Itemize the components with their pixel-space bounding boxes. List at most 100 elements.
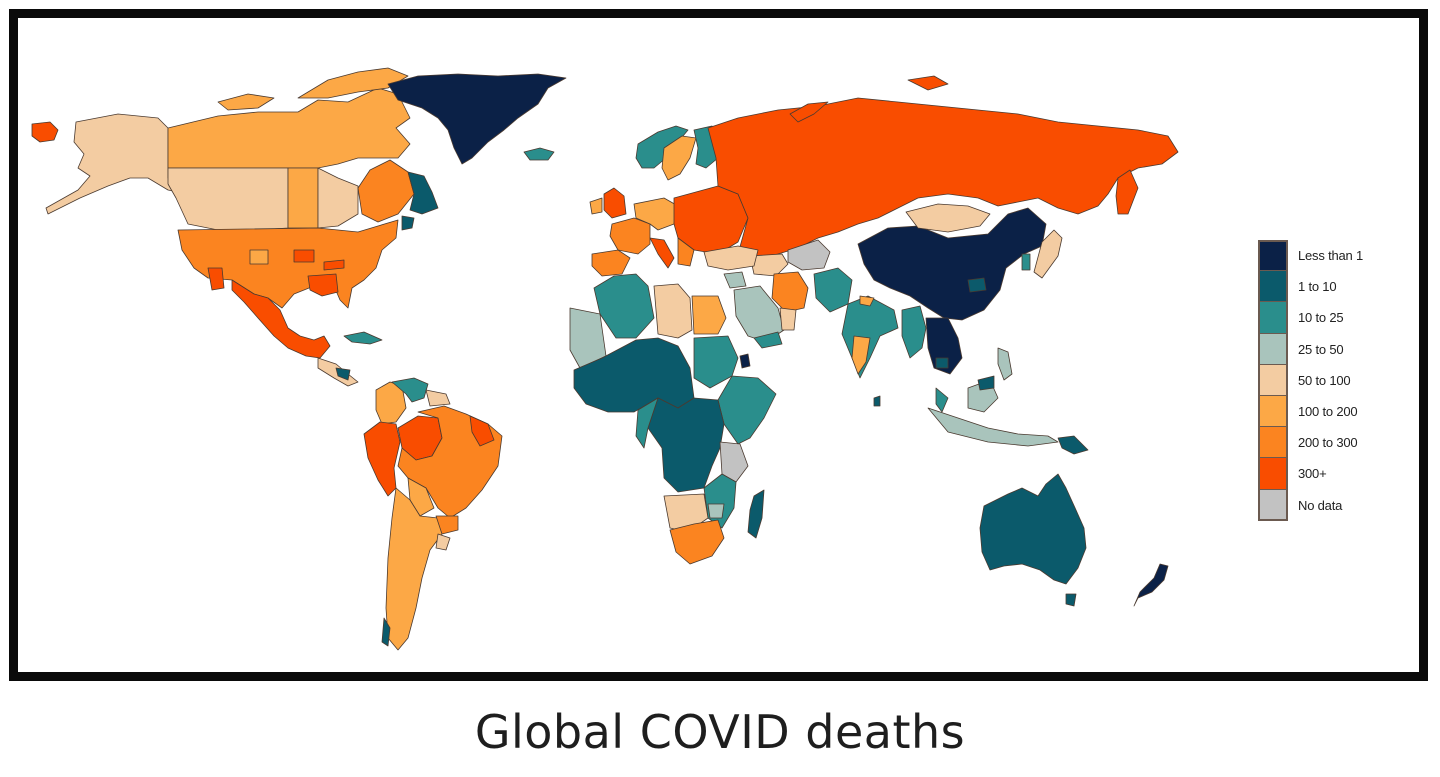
region-uk	[603, 187, 627, 219]
region-southern-brazil	[435, 515, 459, 535]
region-chile	[381, 617, 391, 647]
region-arctic-islands	[297, 67, 409, 99]
region-zimbabwe	[707, 503, 725, 519]
region-france	[609, 217, 651, 255]
legend-item: Less than 1	[1258, 240, 1408, 272]
region-kazakhstan-no-data	[787, 239, 831, 271]
region-arctic-islands-2	[217, 93, 275, 111]
region-uruguay	[435, 533, 451, 551]
region-turkey	[703, 245, 759, 271]
region-australia	[979, 473, 1087, 585]
region-guianas	[425, 389, 451, 407]
region-argentina	[385, 487, 443, 651]
region-balkans	[677, 237, 695, 267]
region-mexico	[231, 279, 331, 359]
region-alaska	[45, 113, 189, 215]
region-eritrea	[739, 353, 751, 369]
legend-swatch	[1258, 271, 1288, 303]
legend-label: No data	[1298, 497, 1343, 513]
region-manitoba	[287, 167, 319, 229]
region-cambodia	[935, 357, 949, 369]
region-india-south	[851, 335, 871, 375]
region-tanzania-no-data	[719, 441, 749, 483]
region-malaysia	[935, 387, 949, 413]
region-italy	[649, 237, 675, 269]
legend-swatch	[1258, 458, 1288, 490]
legend-label: 10 to 25	[1298, 310, 1344, 326]
region-indonesia	[927, 407, 1059, 447]
region-yemen	[753, 331, 783, 349]
legend-label: 300+	[1298, 466, 1327, 482]
world-choropleth-map	[31, 67, 1179, 651]
region-central-asia	[749, 253, 789, 277]
region-honduras	[335, 367, 351, 381]
region-ireland	[589, 197, 603, 215]
region-iberia	[591, 249, 631, 277]
region-ontario	[317, 167, 359, 229]
legend-item: 300+	[1258, 458, 1408, 490]
region-brazil-northeast	[469, 415, 495, 447]
region-libya	[653, 283, 693, 339]
region-us-kansas	[293, 249, 315, 263]
legend-item: 50 to 100	[1258, 364, 1408, 396]
map-legend: Less than 1 1 to 10 10 to 25 25 to 50 50…	[1258, 240, 1408, 521]
region-us-southeast	[307, 273, 339, 297]
region-korea	[1021, 253, 1031, 271]
region-greenland	[387, 73, 567, 165]
region-mongolia	[905, 203, 991, 233]
region-sweden	[661, 135, 697, 181]
region-oman	[779, 307, 797, 331]
region-east-africa	[717, 375, 777, 445]
region-levant	[723, 271, 747, 289]
region-russian-arctic-islands	[907, 75, 949, 91]
legend-swatch	[1258, 240, 1288, 272]
legend-label: 1 to 10	[1298, 279, 1337, 295]
legend-item: 25 to 50	[1258, 333, 1408, 365]
legend-label: Less than 1	[1298, 248, 1364, 264]
legend-item: 100 to 200	[1258, 395, 1408, 428]
region-papua-new-guinea	[1057, 435, 1089, 455]
region-china-teal-province	[967, 277, 987, 293]
region-northern-canada	[167, 87, 411, 169]
map-frame: Less than 1 1 to 10 10 to 25 25 to 50 50…	[9, 9, 1428, 681]
region-novaya-zemlya	[789, 101, 829, 123]
region-southern-africa-east	[703, 473, 737, 529]
region-china	[857, 207, 1047, 321]
region-us-colorado	[249, 249, 269, 265]
legend-swatch	[1258, 302, 1288, 334]
region-philippines	[997, 347, 1013, 381]
legend-swatch	[1258, 489, 1288, 521]
region-south-africa	[669, 519, 725, 565]
region-us-arizona	[207, 267, 225, 291]
legend-swatch	[1258, 427, 1288, 459]
region-india	[841, 295, 899, 379]
map-caption: Global COVID deaths	[474, 705, 966, 759]
region-madagascar	[747, 489, 765, 539]
region-sri-lanka	[873, 395, 881, 407]
region-iran	[771, 271, 809, 313]
legend-swatch	[1258, 333, 1288, 365]
region-southeast-asia	[925, 317, 963, 375]
region-us-tennessee	[323, 259, 345, 271]
region-algeria	[593, 273, 655, 339]
region-gabon-congo	[635, 397, 659, 449]
legend-swatch	[1258, 364, 1288, 396]
region-peru-ecuador	[363, 421, 401, 497]
region-western-canada	[167, 167, 289, 231]
region-chukotka-west	[31, 121, 59, 143]
legend-label: 50 to 100	[1298, 372, 1351, 388]
region-myanmar	[901, 305, 927, 359]
region-central-europe	[633, 197, 679, 231]
legend-label: 200 to 300	[1298, 435, 1358, 451]
region-tasmania	[1065, 593, 1077, 607]
region-cuba	[343, 331, 383, 345]
region-russia	[707, 97, 1179, 259]
region-labrador	[407, 171, 439, 215]
legend-item: 10 to 25	[1258, 302, 1408, 334]
legend-label: 25 to 50	[1298, 341, 1344, 357]
region-japan	[1033, 229, 1063, 279]
region-iceland	[523, 147, 555, 161]
region-united-states	[177, 219, 399, 309]
region-egypt	[691, 295, 727, 335]
region-borneo-teal	[977, 375, 995, 391]
